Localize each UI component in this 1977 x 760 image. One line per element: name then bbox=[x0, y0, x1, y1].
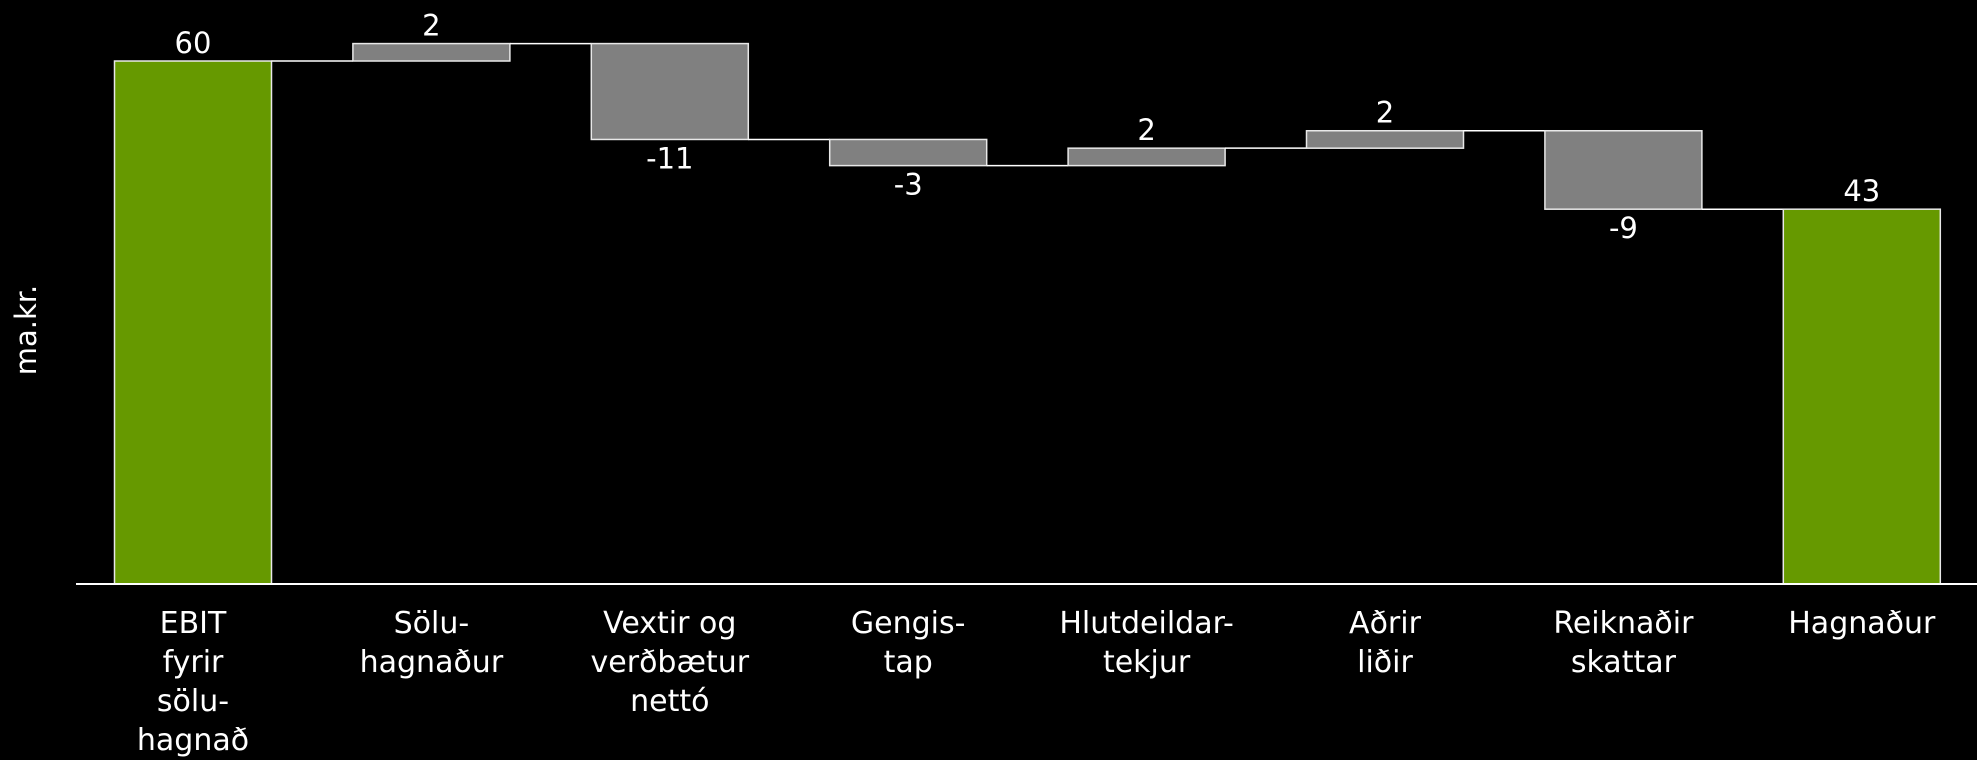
bar bbox=[590, 42, 750, 141]
data-label: 2 bbox=[1376, 96, 1394, 130]
x-tick-label: Aðrir liðir bbox=[1349, 606, 1421, 680]
bar bbox=[352, 42, 511, 62]
bar bbox=[113, 60, 273, 585]
bar bbox=[828, 138, 988, 167]
data-label: -9 bbox=[1609, 211, 1638, 245]
x-tick-label: Vextir og verðbætur nettó bbox=[590, 606, 750, 719]
x-tick-label: Reiknaðir skattar bbox=[1553, 606, 1694, 680]
bar bbox=[1782, 208, 1942, 585]
data-label: -3 bbox=[894, 168, 923, 202]
x-tick-label: Hagnaður bbox=[1788, 606, 1936, 641]
bar bbox=[1067, 147, 1226, 167]
data-label: 43 bbox=[1843, 174, 1880, 208]
x-tick-label: EBIT fyrir sölu- hagnað bbox=[136, 606, 250, 758]
x-tick-label: Gengis- tap bbox=[850, 606, 966, 680]
data-label: 60 bbox=[175, 26, 212, 60]
x-tick-label: Hlutdeildar- tekjur bbox=[1059, 606, 1234, 680]
data-label: 2 bbox=[422, 9, 440, 43]
bar bbox=[1305, 129, 1465, 149]
bar bbox=[1544, 129, 1703, 210]
x-tick-label: Sölu- hagnaður bbox=[359, 606, 504, 680]
y-axis-label: ma.kr. bbox=[9, 285, 43, 376]
data-label: 2 bbox=[1137, 113, 1155, 147]
data-label: -11 bbox=[646, 141, 693, 175]
